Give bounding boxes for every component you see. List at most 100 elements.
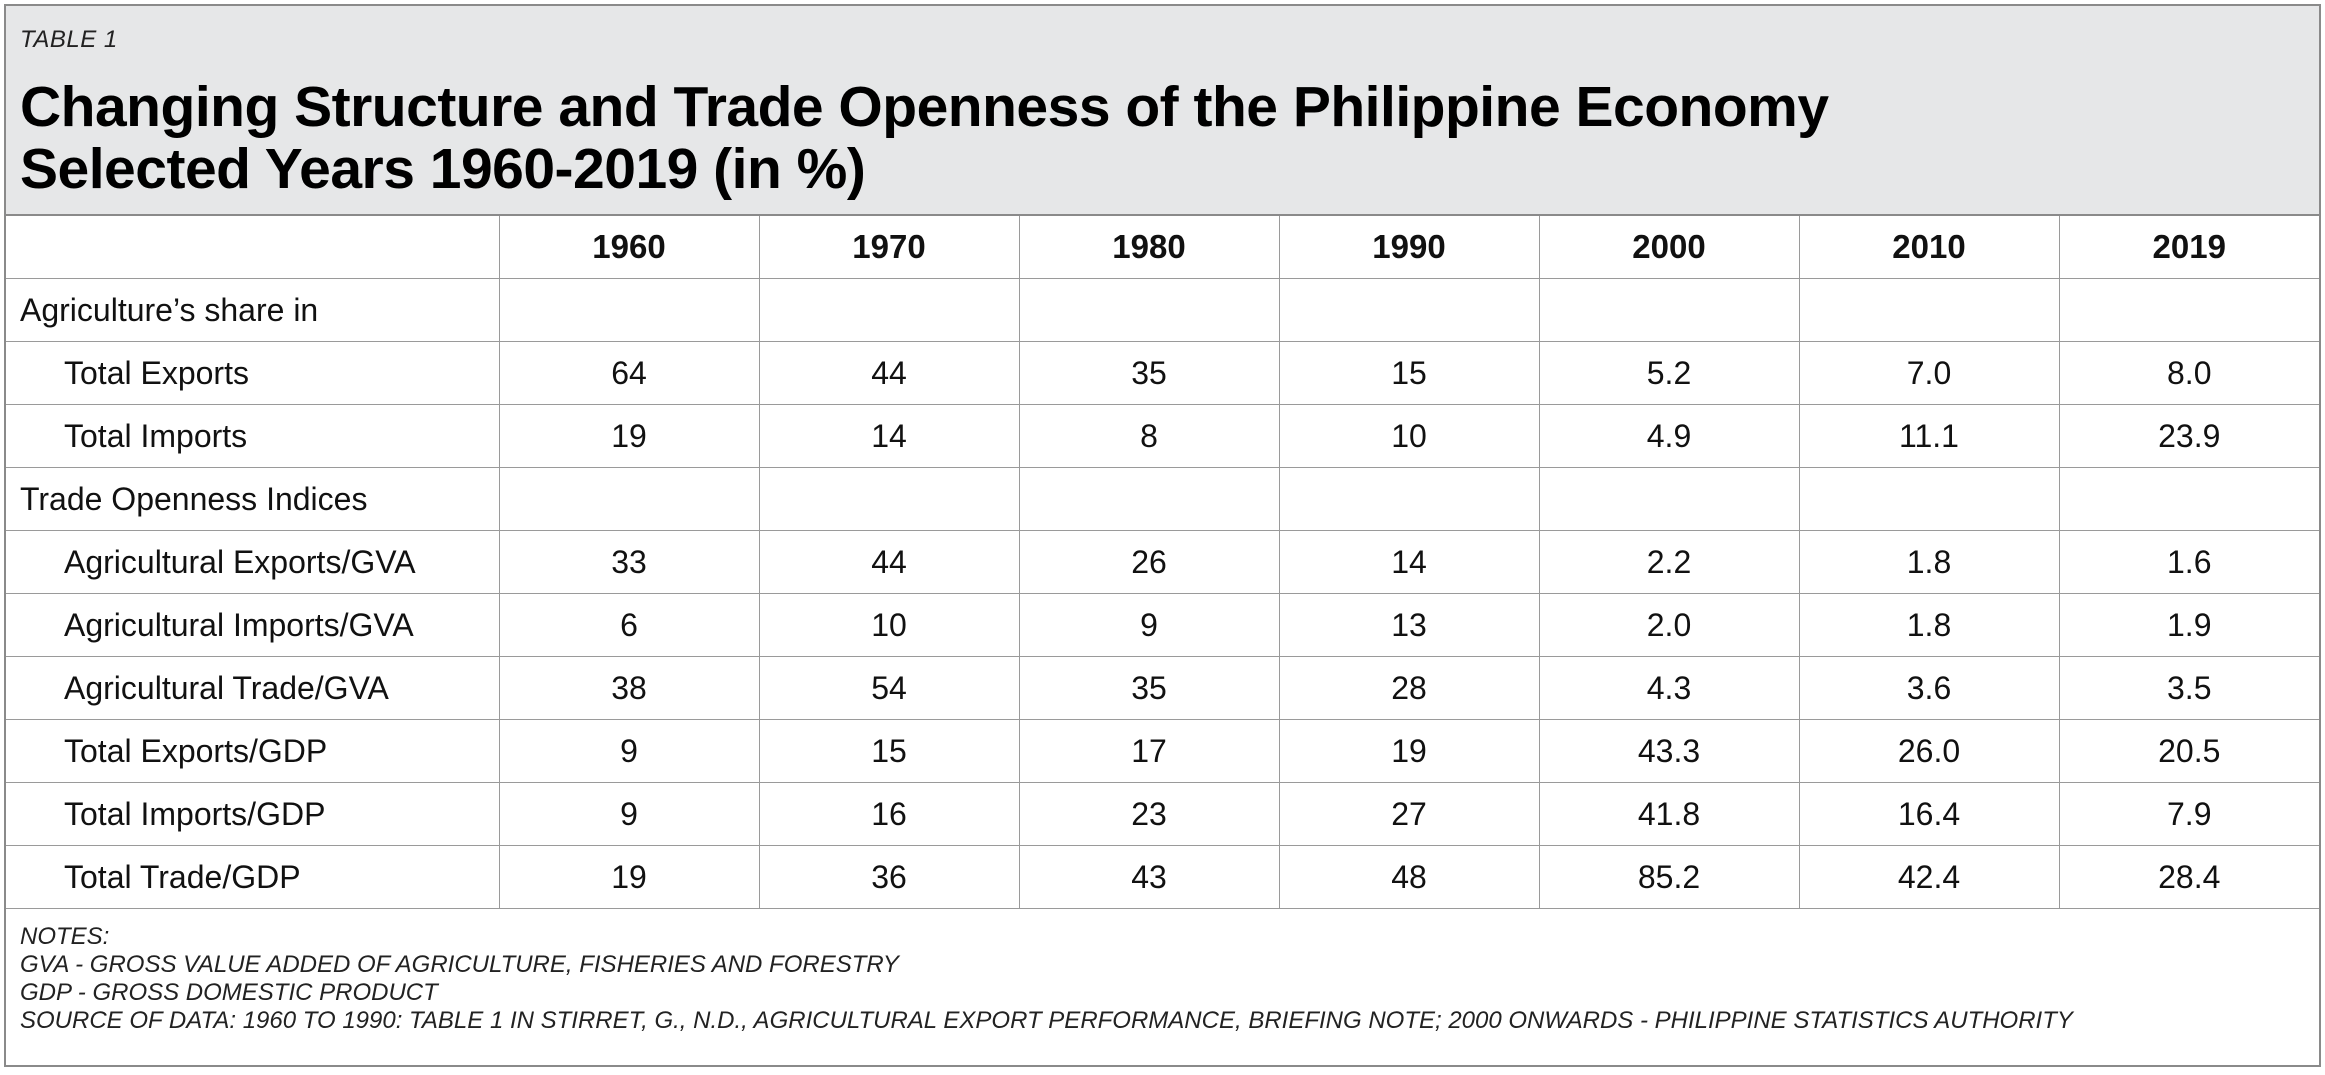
table-row: Total Imports/GDP 9 16 23 27 41.8 16.4 7.9 [6,782,2319,846]
title-line-1: Changing Structure and Trade Openness of… [20,75,1829,139]
table-row: Total Imports 19 14 8 10 4.9 11.1 23.9 [6,404,2319,468]
row-label: Agricultural Trade/GVA [6,656,500,720]
value-cell: 19 [498,404,760,468]
table-notes: NOTES: GVA - GROSS VALUE ADDED OF AGRICU… [6,909,2319,1035]
table-figure: TABLE 1 Changing Structure and Trade Ope… [4,4,2321,1067]
value-cell: 13 [1278,593,1540,657]
value-cell: 16 [758,782,1020,846]
value-cell: 64 [498,341,760,405]
empty-cell [1798,278,2060,342]
value-cell: 9 [498,782,760,846]
empty-cell [1018,467,1280,531]
value-cell: 19 [498,845,760,909]
value-cell: 2.0 [1538,593,1800,657]
empty-cell [498,278,760,342]
empty-cell [758,467,1020,531]
value-cell: 48 [1278,845,1540,909]
value-cell: 17 [1018,719,1280,783]
value-cell: 16.4 [1798,782,2060,846]
value-cell: 54 [758,656,1020,720]
value-cell: 3.6 [1798,656,2060,720]
value-cell: 7.9 [2058,782,2319,846]
value-cell: 33 [498,530,760,594]
value-cell: 10 [758,593,1020,657]
value-cell: 8 [1018,404,1280,468]
row-label: Total Imports [6,404,500,468]
value-cell: 2.2 [1538,530,1800,594]
table-row: Agricultural Imports/GVA 6 10 9 13 2.0 1.8 1.9 [6,593,2319,657]
row-label: Total Trade/GDP [6,845,500,909]
value-cell: 43 [1018,845,1280,909]
value-cell: 42.4 [1798,845,2060,909]
row-label: Total Imports/GDP [6,782,500,846]
column-header: 1980 [1018,216,1280,279]
value-cell: 23.9 [2058,404,2319,468]
note-source: SOURCE OF DATA: 1960 TO 1990: TABLE 1 IN… [20,1007,2073,1034]
value-cell: 1.9 [2058,593,2319,657]
empty-cell [498,467,760,531]
section-heading: Agriculture’s share in [6,278,500,342]
column-header: 2010 [1798,216,2060,279]
table-header: TABLE 1 Changing Structure and Trade Ope… [6,6,2319,216]
value-cell: 3.5 [2058,656,2319,720]
empty-cell [758,278,1020,342]
column-header: 2000 [1538,216,1800,279]
value-cell: 36 [758,845,1020,909]
value-cell: 11.1 [1798,404,2060,468]
note-gdp: GDP - GROSS DOMESTIC PRODUCT [20,979,438,1006]
column-header: 1990 [1278,216,1540,279]
value-cell: 15 [1278,341,1540,405]
value-cell: 4.3 [1538,656,1800,720]
value-cell: 38 [498,656,760,720]
row-label: Total Exports/GDP [6,719,500,783]
value-cell: 1.8 [1798,593,2060,657]
value-cell: 35 [1018,656,1280,720]
value-cell: 10 [1278,404,1540,468]
column-header: 1970 [758,216,1020,279]
value-cell: 5.2 [1538,341,1800,405]
note-gva: GVA - GROSS VALUE ADDED OF AGRICULTURE, … [20,951,899,978]
empty-cell [1538,278,1800,342]
value-cell: 6 [498,593,760,657]
value-cell: 7.0 [1798,341,2060,405]
table-row: Total Trade/GDP 19 36 43 48 85.2 42.4 28.4 [6,845,2319,909]
value-cell: 19 [1278,719,1540,783]
value-cell: 23 [1018,782,1280,846]
value-cell: 35 [1018,341,1280,405]
empty-cell [1278,278,1540,342]
empty-cell [1278,467,1540,531]
value-cell: 28.4 [2058,845,2319,909]
empty-cell [1538,467,1800,531]
value-cell: 28 [1278,656,1540,720]
empty-cell [1018,278,1280,342]
section-row: Trade Openness Indices [6,467,2319,531]
value-cell: 26.0 [1798,719,2060,783]
table-row: Agricultural Exports/GVA 33 44 26 14 2.2 1.8 1.… [6,530,2319,594]
row-label-header [6,216,500,279]
row-label: Agricultural Imports/GVA [6,593,500,657]
value-cell: 20.5 [2058,719,2319,783]
value-cell: 8.0 [2058,341,2319,405]
row-label: Agricultural Exports/GVA [6,530,500,594]
table-number: TABLE 1 [20,26,118,53]
column-header-row: 1960 1970 1980 1990 2000 2010 2019 [6,216,2319,279]
table-row: Agricultural Trade/GVA 38 54 35 28 4.3 3.6 3.5 [6,656,2319,720]
column-header: 2019 [2058,216,2319,279]
table-row: Total Exports/GDP 9 15 17 19 43.3 26.0 20.5 [6,719,2319,783]
value-cell: 15 [758,719,1020,783]
title-line-2: Selected Years 1960-2019 (in %) [20,137,866,201]
empty-cell [2058,467,2319,531]
table-body: Agriculture’s share in Total Exports 64 44 3… [6,278,2319,909]
table-row: Total Exports 64 44 35 15 5.2 7.0 8.0 [6,341,2319,405]
value-cell: 85.2 [1538,845,1800,909]
value-cell: 26 [1018,530,1280,594]
value-cell: 44 [758,341,1020,405]
value-cell: 27 [1278,782,1540,846]
notes-heading: NOTES: [20,923,110,950]
value-cell: 44 [758,530,1020,594]
data-table: 1960 1970 1980 1990 2000 2010 2019 Agric… [6,216,2319,909]
empty-cell [2058,278,2319,342]
column-header: 1960 [498,216,760,279]
value-cell: 14 [758,404,1020,468]
value-cell: 41.8 [1538,782,1800,846]
